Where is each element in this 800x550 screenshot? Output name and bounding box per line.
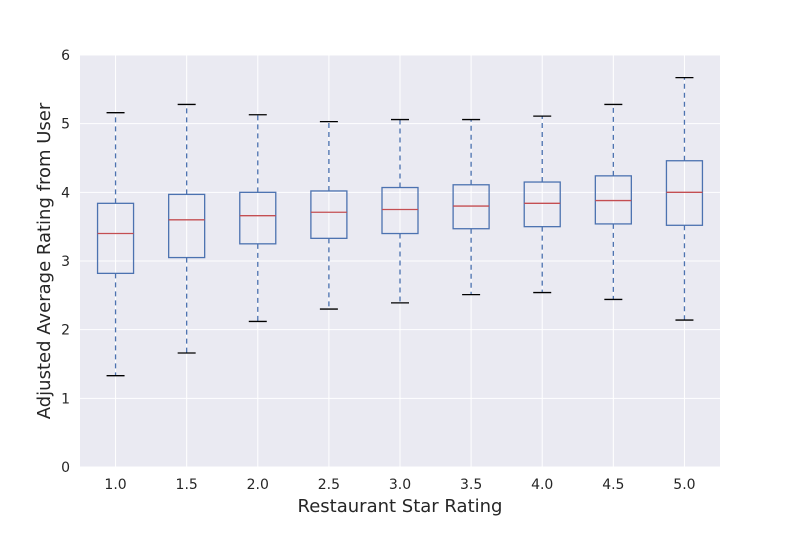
iqr-box [381, 186, 419, 235]
box-4.5 [594, 103, 632, 301]
iqr-box [310, 190, 348, 239]
box-5.0 [665, 77, 704, 321]
y-tick-label: 0 [61, 460, 70, 476]
y-tick-labels: 0 1 2 3 4 5 6 [61, 48, 70, 476]
y-tick-label: 6 [61, 48, 70, 64]
box-2.5 [310, 120, 348, 310]
x-tick-label: 4.0 [531, 477, 553, 493]
box-4.0 [523, 115, 561, 294]
y-tick-label: 4 [61, 185, 70, 201]
x-tick-label: 2.0 [247, 477, 269, 493]
iqr-box [523, 181, 561, 228]
y-tick-label: 3 [61, 254, 70, 270]
x-tick-label: 4.5 [602, 477, 624, 493]
iqr-box [594, 175, 632, 225]
iqr-box [452, 184, 490, 230]
y-tick-label: 5 [61, 117, 70, 133]
x-tick-label: 2.5 [318, 477, 340, 493]
x-tick-label: 3.5 [460, 477, 482, 493]
box-2.0 [239, 114, 277, 323]
x-axis-label: Restaurant Star Rating [298, 496, 503, 517]
box-1.0 [96, 112, 135, 377]
y-tick-label: 2 [61, 323, 70, 339]
iqr-box [239, 191, 277, 245]
x-tick-label: 1.0 [104, 477, 126, 493]
x-tick-label: 3.0 [389, 477, 411, 493]
x-tick-label: 5.0 [673, 477, 695, 493]
x-tick-labels: 1.0 1.5 2.0 2.5 3.0 3.5 4.0 4.5 5.0 [104, 477, 695, 493]
iqr-box [665, 160, 704, 226]
y-tick-label: 1 [61, 391, 70, 407]
y-axis-label: Adjusted Average Rating from User [34, 102, 55, 419]
box-3.5 [452, 118, 490, 296]
iqr-box [168, 193, 206, 259]
iqr-box [96, 202, 135, 275]
box-3.0 [381, 118, 419, 304]
box-series [96, 77, 704, 377]
x-tick-label: 1.5 [176, 477, 198, 493]
box-1.5 [168, 103, 206, 354]
